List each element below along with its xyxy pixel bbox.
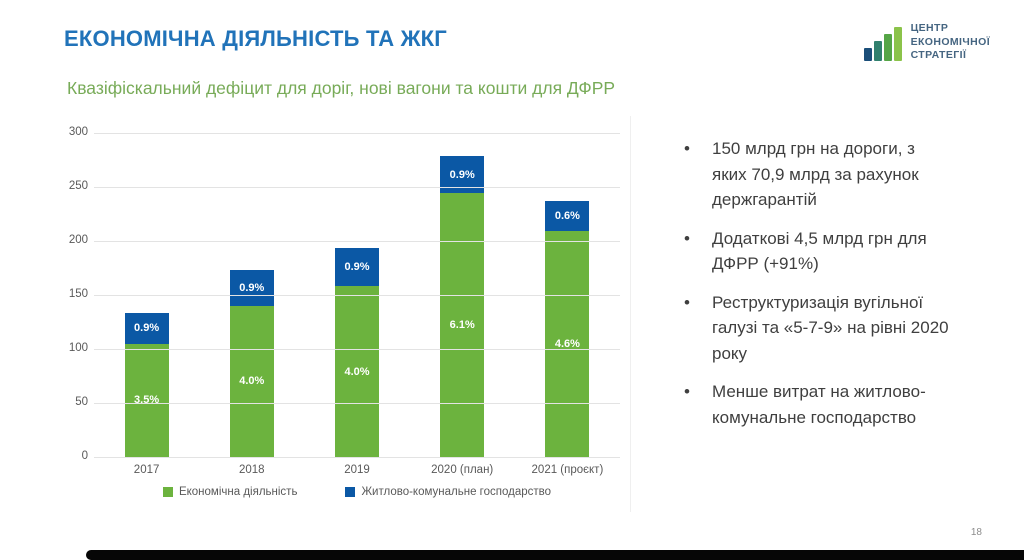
x-axis-label: 2018	[239, 464, 265, 476]
slide-subtitle: Квазіфіскальний дефіцит для доріг, нові …	[67, 78, 616, 98]
logo-text-line: стратегії	[910, 49, 967, 62]
y-tick-label: 200	[68, 234, 88, 246]
segment-value-label: 4.6%	[554, 338, 580, 351]
gridline	[94, 294, 620, 296]
legend-item: Економічна діяльність	[162, 486, 298, 498]
legend-label: Економічна діяльність	[178, 486, 298, 498]
bar-segment: 4.6%	[545, 231, 590, 457]
bar-segment: 4.0%	[229, 305, 274, 457]
slide-title: ЕКОНОМІЧНА ДІЯЛЬНІСТЬ ТА ЖКГ	[64, 26, 447, 51]
bar-segment: 0.9%	[229, 270, 274, 306]
bullet-text: Додаткові 4,5 млрд грн для ДФРР (+91%)	[712, 228, 927, 274]
segment-value-label: 4.0%	[344, 365, 370, 378]
bullet-item: • Реструктуризація вугільної галузі та «…	[684, 290, 990, 367]
video-progress-bar[interactable]	[86, 550, 1024, 560]
bullet-dot-icon: •	[684, 292, 690, 312]
bar-columns: 3.5% 0.9% 4.0% 0.9% 4.0% 0.9% 6.1% 0.9% 4.6% 0.6%	[94, 133, 620, 457]
bullet-text: Реструктуризація вугільної галузі та «5-…	[712, 292, 949, 363]
gridline	[94, 456, 620, 458]
y-tick-label: 100	[68, 342, 88, 354]
stacked-bar: 6.1% 0.9%	[440, 155, 485, 457]
x-axis-label: 2017	[133, 464, 160, 476]
chart-legend: Економічна діяльність Житлово-комунальне …	[94, 486, 620, 498]
y-tick-label: 0	[81, 450, 88, 462]
ces-logo: Центр економічної стратегії	[863, 22, 990, 63]
bullet-dot-icon: •	[684, 382, 690, 401]
bar-segment: 0.9%	[440, 155, 485, 194]
y-tick-label: 300	[68, 126, 88, 138]
bar-column: 3.5% 0.9%	[94, 133, 199, 457]
y-tick-label: 50	[75, 396, 88, 408]
gridline	[94, 240, 620, 242]
logo-bar	[893, 27, 902, 62]
bullet-dot-icon: •	[684, 228, 690, 248]
legend-label: Житлово-комунальне господарство	[361, 486, 552, 498]
bar-segment: 0.9%	[124, 313, 169, 344]
bar-column: 4.0% 0.9%	[304, 133, 409, 457]
segment-value-label: 0.9%	[449, 168, 475, 181]
bullet-item: • Додаткові 4,5 млрд грн для ДФРР (+91%)	[684, 226, 990, 277]
y-tick-label: 150	[68, 288, 88, 300]
segment-value-label: 0.9%	[344, 260, 370, 273]
gridline	[94, 132, 620, 134]
bar-column: 4.6% 0.6%	[515, 133, 620, 457]
logo-text: Центр економічної стратегії	[911, 22, 990, 63]
logo-bar	[863, 48, 872, 62]
logo-bar	[873, 41, 882, 62]
logo-text-line: Центр	[910, 22, 949, 34]
stacked-bar: 3.5% 0.9%	[124, 313, 169, 457]
segment-value-label: 4.0%	[239, 375, 265, 388]
bar-segment: 3.5%	[124, 343, 169, 457]
gridline	[94, 402, 620, 404]
x-axis-label: 2020 (план)	[431, 464, 494, 476]
legend-swatch-icon	[162, 487, 173, 497]
stacked-bar: 4.0% 0.9%	[335, 247, 379, 457]
bar-segment: 6.1%	[440, 193, 485, 457]
legend-item: Житлово-комунальне господарство	[345, 486, 551, 498]
gridline	[94, 348, 620, 350]
x-axis-labels: 2017 2018 2019 2020 (план) 2021 (проєкт)	[94, 464, 620, 476]
logo-text-line: економічної	[910, 35, 990, 48]
stacked-bar: 4.0% 0.9%	[229, 270, 274, 457]
logo-bars-icon	[863, 23, 902, 62]
x-axis-label: 2019	[344, 464, 370, 476]
bullet-item: • Менше витрат на житлово- комунальне го…	[684, 379, 990, 430]
bar-segment: 4.0%	[335, 286, 379, 457]
page-number: 18	[970, 527, 982, 538]
bar-segment: 0.9%	[335, 247, 379, 287]
legend-swatch-icon	[345, 487, 356, 497]
x-axis-label: 2021 (проєкт)	[531, 464, 604, 476]
segment-value-label: 0.6%	[554, 210, 580, 223]
bullet-list: • 150 млрд грн на дороги, з яких 70,9 мл…	[684, 136, 990, 443]
segment-value-label: 0.9%	[134, 322, 160, 335]
bullet-text: Менше витрат на житлово- комунальне госп…	[712, 382, 926, 427]
segment-value-label: 0.9%	[239, 282, 265, 294]
bar-column: 4.0% 0.9%	[199, 133, 304, 457]
plot-area: 3.5% 0.9% 4.0% 0.9% 4.0% 0.9% 6.1% 0.9% 4.6% 0.6%…	[69, 126, 620, 462]
segment-value-label: 3.5%	[134, 394, 160, 407]
y-tick-label: 250	[68, 180, 88, 192]
bullet-dot-icon: •	[684, 139, 690, 158]
stacked-bar: 4.6% 0.6%	[545, 201, 590, 457]
stacked-bar-chart: 3.5% 0.9% 4.0% 0.9% 4.0% 0.9% 6.1% 0.9% 4.6% 0.6%…	[44, 116, 631, 512]
segment-value-label: 6.1%	[449, 319, 475, 332]
bullet-item: • 150 млрд грн на дороги, з яких 70,9 мл…	[684, 136, 990, 213]
gridline	[94, 186, 620, 188]
logo-bar	[883, 34, 892, 62]
bar-segment: 0.6%	[545, 201, 590, 232]
bullet-text: 150 млрд грн на дороги, з яких 70,9 млрд…	[712, 139, 919, 209]
